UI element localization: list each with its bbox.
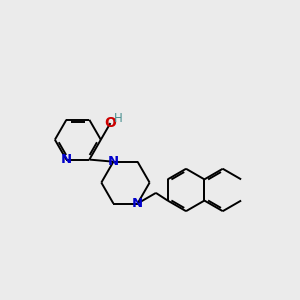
Text: N: N [108, 155, 119, 168]
Text: N: N [61, 153, 72, 166]
Text: O: O [104, 116, 116, 130]
Text: N: N [132, 197, 143, 210]
Text: H: H [114, 112, 123, 125]
